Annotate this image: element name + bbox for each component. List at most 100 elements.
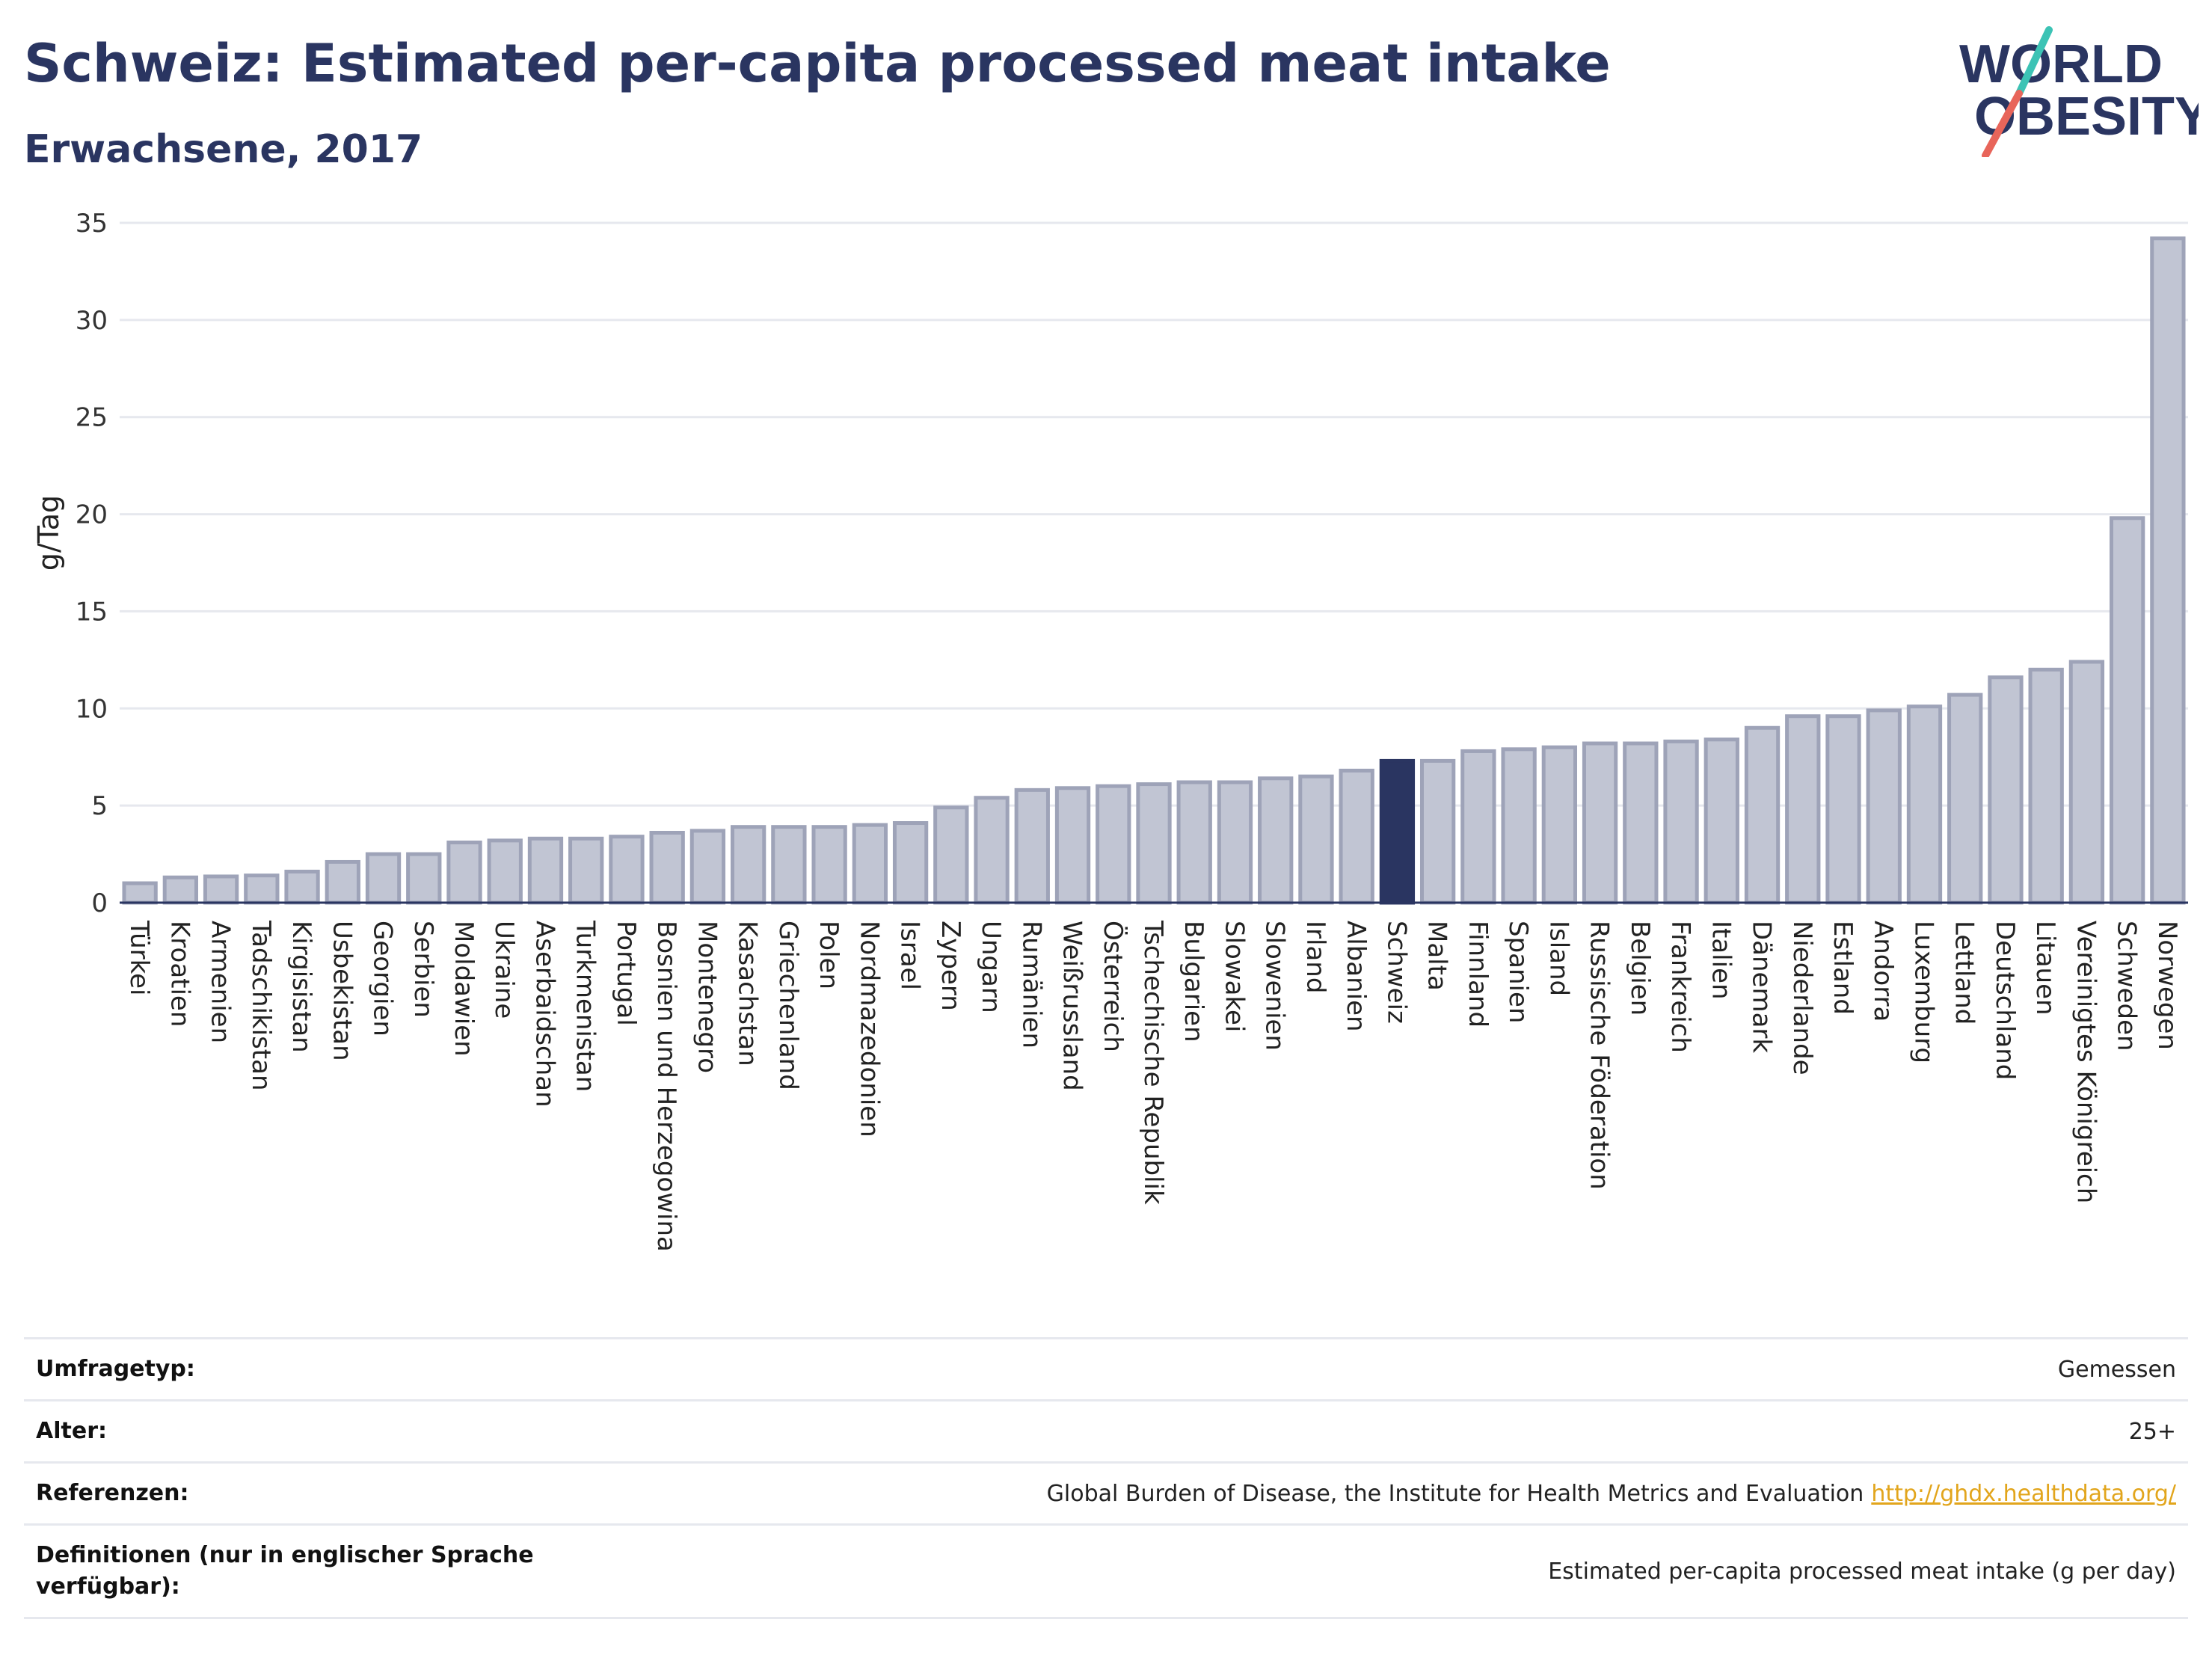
- x-tick-label: Kasachstan: [733, 921, 763, 1066]
- bar[interactable]: [2068, 660, 2105, 905]
- bar[interactable]: [527, 836, 564, 905]
- bar[interactable]: [446, 840, 482, 905]
- x-tick-label: Ungarn: [976, 921, 1006, 1013]
- bar[interactable]: [1866, 708, 1902, 905]
- bar[interactable]: [689, 829, 726, 905]
- y-tick-label: 0: [91, 888, 108, 918]
- bar-highlighted[interactable]: [1379, 758, 1416, 905]
- bar[interactable]: [1014, 787, 1050, 905]
- x-tick-label: Polen: [814, 921, 844, 989]
- info-value: Global Burden of Disease, the Institute …: [1047, 1481, 2176, 1507]
- x-tick-label: Kroatien: [165, 921, 194, 1027]
- x-tick-label: Kirgisistan: [286, 921, 316, 1053]
- bar[interactable]: [1136, 782, 1172, 905]
- x-axis-ticks: Türkei Kroatien Armenien Tadschikistan Kirgi…: [124, 920, 2182, 1252]
- info-value: 25+: [2128, 1418, 2176, 1445]
- x-tick-label: Moldawien: [449, 921, 479, 1057]
- x-tick-label: Rumänien: [1016, 921, 1046, 1048]
- x-tick-label: Serbien: [408, 921, 438, 1018]
- y-tick-label: 35: [76, 209, 108, 239]
- bar[interactable]: [1703, 737, 1739, 905]
- bar[interactable]: [1744, 725, 1781, 905]
- bar[interactable]: [1906, 704, 1943, 905]
- bar[interactable]: [1785, 714, 1821, 905]
- x-tick-label: Weißrussland: [1057, 921, 1087, 1091]
- reference-link[interactable]: http://ghdx.healthdata.org/: [1871, 1480, 2176, 1507]
- bar[interactable]: [122, 881, 158, 905]
- y-tick-label: 30: [76, 306, 108, 336]
- bar[interactable]: [609, 835, 645, 905]
- x-tick-label: Turkmenistan: [571, 920, 600, 1092]
- bar-chart: 0 5 10 15 20 25 30 35 g/Tag Türkei Kroatien Armen…: [32, 209, 2188, 1252]
- bar[interactable]: [1663, 739, 1699, 905]
- bar[interactable]: [1298, 774, 1334, 905]
- bar[interactable]: [244, 873, 280, 905]
- x-tick-label: Schweden: [2112, 921, 2142, 1051]
- x-tick-label: Slowenien: [1260, 921, 1290, 1051]
- x-tick-label: Finnland: [1463, 921, 1493, 1028]
- bar[interactable]: [406, 852, 442, 905]
- bar[interactable]: [203, 874, 239, 905]
- bar[interactable]: [487, 838, 523, 905]
- x-tick-label: Italien: [1706, 921, 1736, 1000]
- bar[interactable]: [1825, 714, 1861, 905]
- x-tick-label: Lettland: [1950, 921, 1979, 1025]
- logo-line2: OBESITY: [1974, 87, 2199, 147]
- x-tick-label: Andorra: [1868, 921, 1898, 1022]
- bar[interactable]: [1217, 780, 1253, 905]
- x-tick-label: Norwegen: [2152, 921, 2182, 1050]
- x-tick-label: Montenegro: [692, 921, 722, 1073]
- bar[interactable]: [730, 825, 766, 905]
- bar[interactable]: [1096, 784, 1131, 905]
- x-tick-label: Luxemburg: [1908, 921, 1938, 1063]
- x-tick-label: Island: [1543, 921, 1573, 996]
- x-tick-label: Niederlande: [1787, 921, 1817, 1075]
- x-tick-label: Vereinigtes Königreich: [2071, 921, 2101, 1203]
- x-tick-label: Litauen: [2030, 921, 2060, 1016]
- info-key: Referenzen:: [36, 1480, 189, 1506]
- x-tick-label: Tschechische Republik: [1138, 920, 1168, 1205]
- info-value: Estimated per-capita processed meat inta…: [1548, 1558, 2176, 1585]
- bar[interactable]: [1258, 776, 1294, 905]
- info-row-age: Alter: 25+: [24, 1399, 2188, 1461]
- bar[interactable]: [892, 821, 929, 905]
- bar[interactable]: [1054, 786, 1091, 905]
- info-row-references: Referenzen: Global Burden of Disease, th…: [24, 1461, 2188, 1523]
- logo-slash-coral: [1982, 90, 2023, 157]
- x-tick-label: Griechenland: [773, 921, 803, 1090]
- bar[interactable]: [1176, 780, 1212, 905]
- bar[interactable]: [1501, 747, 1537, 905]
- bar[interactable]: [568, 836, 604, 905]
- bar[interactable]: [1988, 675, 2024, 905]
- bar[interactable]: [1339, 768, 1374, 905]
- bar[interactable]: [2109, 516, 2145, 905]
- reference-text: Global Burden of Disease, the Institute …: [1046, 1480, 1864, 1507]
- bar[interactable]: [2028, 667, 2064, 905]
- bar[interactable]: [1460, 749, 1496, 905]
- bar[interactable]: [811, 825, 847, 905]
- bars: [122, 236, 2186, 905]
- bar[interactable]: [1541, 745, 1578, 905]
- bar[interactable]: [365, 852, 402, 905]
- bar[interactable]: [284, 869, 320, 905]
- bar[interactable]: [2150, 236, 2186, 905]
- bar[interactable]: [974, 796, 1010, 905]
- x-tick-label: Bosnien und Herzegowina: [651, 921, 681, 1252]
- bar[interactable]: [933, 805, 969, 905]
- x-tick-label: Frankreich: [1665, 921, 1695, 1053]
- x-tick-label: Albanien: [1341, 921, 1371, 1032]
- bar[interactable]: [1947, 693, 1983, 905]
- bar[interactable]: [162, 875, 199, 905]
- bar[interactable]: [1419, 758, 1456, 905]
- x-tick-label: Israel: [895, 921, 925, 990]
- x-tick-label: Belgien: [1625, 921, 1655, 1016]
- x-tick-label: Aserbaidschan: [529, 921, 559, 1108]
- bar[interactable]: [1623, 741, 1659, 905]
- bar[interactable]: [771, 825, 807, 905]
- bar[interactable]: [1582, 741, 1618, 905]
- bar[interactable]: [325, 859, 360, 905]
- bar[interactable]: [649, 831, 685, 905]
- y-tick-label: 25: [76, 403, 108, 433]
- logo-line1: WORLD: [1959, 34, 2163, 94]
- bar[interactable]: [852, 823, 888, 905]
